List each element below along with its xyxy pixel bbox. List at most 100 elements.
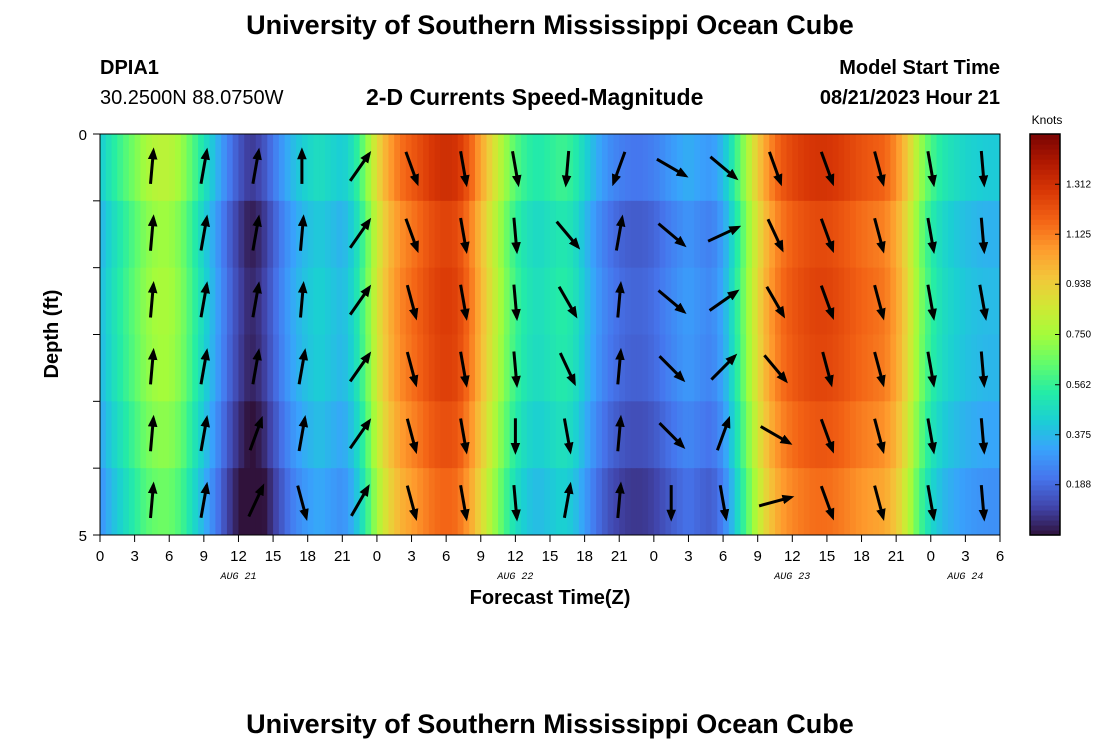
- heat-cell: [919, 401, 926, 469]
- colorbar-segment: [1030, 519, 1060, 526]
- heat-cell: [221, 200, 228, 269]
- colorbar-segment: [1030, 349, 1060, 356]
- heat-cell: [405, 134, 413, 202]
- current-vector: [708, 289, 740, 312]
- heat-cell: [123, 334, 130, 402]
- heat-cell: [942, 200, 949, 269]
- speed-heatmap: [100, 134, 1000, 535]
- current-vector: [656, 157, 689, 178]
- heat-cell: [994, 401, 1000, 469]
- heat-cell: [763, 134, 770, 202]
- heat-cell: [746, 468, 753, 535]
- heat-cell: [400, 200, 407, 269]
- colorbar: 1.312 1.125 0.938 0.750 0.562 0.375 0.188: [1029, 133, 1091, 536]
- heat-cell: [382, 401, 390, 469]
- heat-cell: [798, 134, 805, 202]
- heat-cell: [480, 134, 488, 202]
- heat-cell: [221, 401, 228, 469]
- heat-cell: [942, 134, 949, 202]
- heat-cell: [261, 267, 268, 336]
- heat-cell: [976, 334, 984, 402]
- heat-cell: [786, 401, 793, 469]
- heat-cell: [192, 134, 199, 202]
- heat-cell: [590, 267, 597, 336]
- heat-cell: [757, 200, 765, 269]
- heat-cell: [296, 401, 303, 469]
- heat-cell: [400, 267, 407, 336]
- heat-cell: [319, 267, 326, 336]
- colorbar-segment: [1030, 184, 1060, 190]
- heat-cell: [238, 334, 245, 402]
- heat-cell: [913, 134, 920, 202]
- heat-cell: [451, 401, 459, 469]
- current-vector: [926, 485, 937, 522]
- heat-cell: [146, 200, 153, 269]
- heat-cell: [780, 334, 788, 402]
- colorbar-segment: [1030, 484, 1060, 491]
- heat-cell: [273, 468, 280, 535]
- heat-cell: [250, 267, 257, 336]
- heat-cell: [244, 468, 251, 535]
- current-vector: [405, 284, 419, 321]
- heat-cell: [619, 267, 626, 336]
- heat-cell: [959, 200, 966, 269]
- heat-cell: [221, 134, 228, 202]
- colorbar-segment: [1030, 254, 1060, 260]
- heat-cell: [636, 401, 643, 469]
- heat-cell: [659, 468, 666, 535]
- heat-cell: [573, 468, 580, 535]
- heat-cell: [342, 334, 349, 402]
- heat-cell: [555, 334, 563, 402]
- heat-cell: [850, 267, 857, 336]
- heat-cell: [417, 334, 424, 402]
- heat-cell: [636, 468, 643, 535]
- heat-cell: [284, 334, 291, 402]
- current-vector: [297, 348, 309, 385]
- heat-cell: [232, 401, 240, 469]
- heat-cell: [907, 401, 915, 469]
- x-tick-label: 15: [542, 548, 559, 565]
- heat-cell: [307, 468, 315, 535]
- heat-cell: [838, 267, 845, 336]
- heat-cell: [376, 401, 384, 469]
- heat-cell: [850, 401, 857, 469]
- heat-cell: [959, 468, 966, 535]
- current-vector: [350, 484, 370, 517]
- colorbar-segment: [1030, 414, 1060, 421]
- heat-cell: [163, 334, 170, 402]
- heat-cell: [642, 134, 649, 202]
- heat-cell: [838, 134, 845, 202]
- heat-cell: [411, 334, 418, 402]
- heat-cell: [584, 267, 591, 336]
- heat-cell: [313, 267, 320, 336]
- heat-cell: [123, 134, 130, 202]
- heat-cell: [151, 468, 159, 535]
- heat-cell: [330, 401, 338, 469]
- heat-cell: [867, 401, 874, 469]
- current-vector: [199, 414, 210, 452]
- heat-cell: [930, 401, 938, 469]
- heat-cell: [290, 468, 297, 535]
- x-tick-label: 0: [373, 548, 381, 565]
- colorbar-segment: [1030, 234, 1060, 240]
- heat-cell: [175, 134, 182, 202]
- heat-cell: [140, 200, 147, 269]
- colorbar-segment: [1030, 359, 1060, 366]
- current-vector: [926, 150, 937, 188]
- heat-cell: [994, 468, 1000, 535]
- day-label: AUG 23: [773, 572, 810, 583]
- heat-cell: [353, 200, 361, 269]
- current-vector: [615, 481, 625, 519]
- heat-cell: [682, 200, 690, 269]
- heat-cell: [665, 134, 672, 202]
- heat-cell: [763, 334, 770, 402]
- current-vector: [615, 347, 625, 385]
- heat-cell: [278, 401, 286, 469]
- heat-cell: [630, 468, 638, 535]
- heat-cell: [180, 267, 188, 336]
- heat-cell: [244, 200, 251, 269]
- heat-cell: [313, 134, 320, 202]
- heat-cell: [619, 200, 626, 269]
- heat-cell: [169, 134, 176, 202]
- heat-cell: [301, 401, 309, 469]
